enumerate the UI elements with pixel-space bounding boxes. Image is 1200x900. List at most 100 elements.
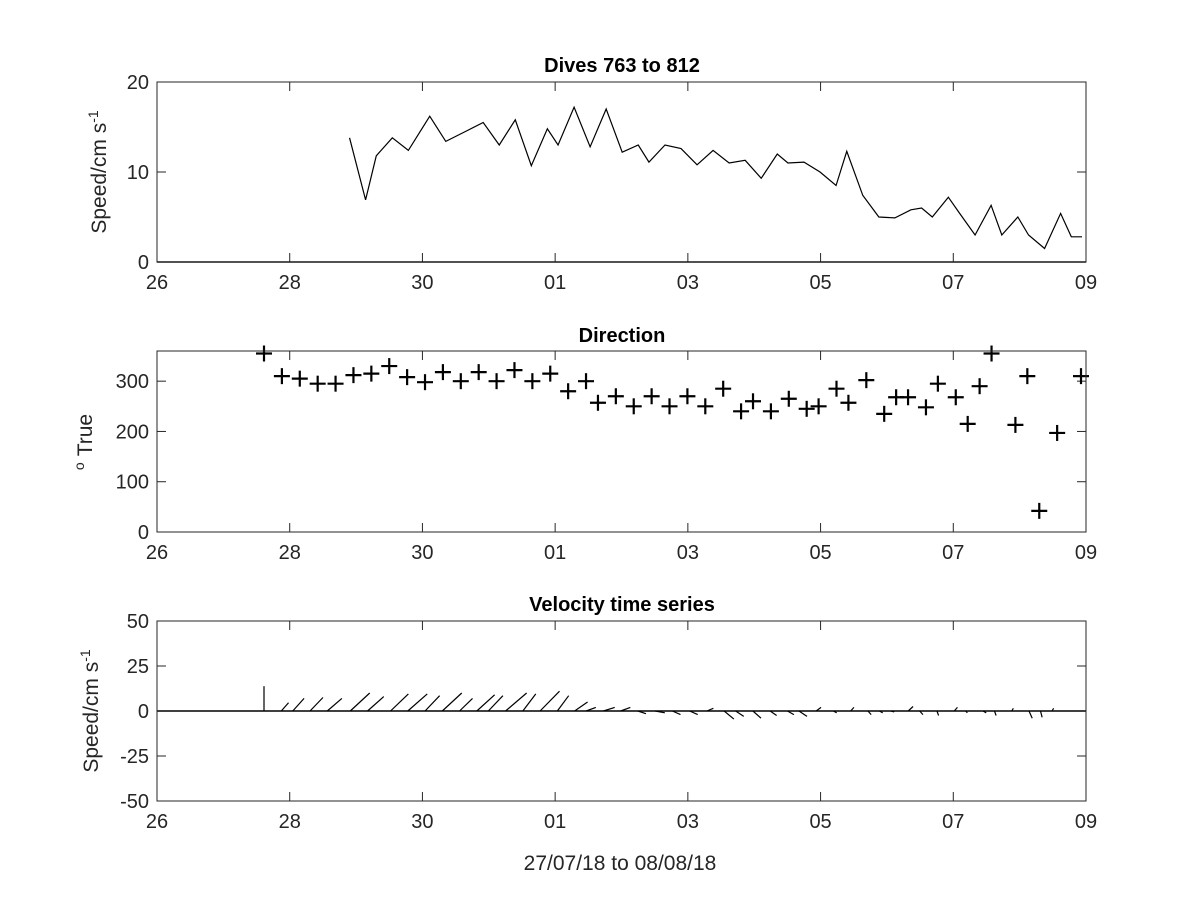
velocity-stick xyxy=(522,693,537,712)
y-tick-label: 200 xyxy=(116,421,149,443)
x-tick-label: 03 xyxy=(677,542,699,564)
velocity-stick xyxy=(280,702,289,712)
y-tick-label: 0 xyxy=(138,701,149,723)
direction-point xyxy=(309,375,326,392)
velocity-stick xyxy=(655,710,665,714)
velocity-stick xyxy=(585,706,597,712)
direction-point xyxy=(399,369,416,386)
direction-point xyxy=(381,358,398,375)
velocity-panel-xlabel: 27/07/18 to 08/08/18 xyxy=(524,852,717,875)
y-tick-label: 300 xyxy=(116,371,149,393)
velocity-panel-ylabel: Speed/cm s-1 xyxy=(77,649,103,773)
x-tick-label: 05 xyxy=(809,811,831,833)
velocity-stick xyxy=(890,710,895,713)
direction-point xyxy=(697,398,714,415)
direction-point xyxy=(291,370,308,387)
x-tick-label: 30 xyxy=(411,811,433,833)
velocity-stick xyxy=(798,710,808,717)
direction-point xyxy=(589,394,606,411)
direction-panel: Direction 26 28 30 01 03 05 07 09 0 100 200 300 oTr… xyxy=(71,325,1097,564)
velocity-stick xyxy=(982,710,987,714)
velocity-stick xyxy=(815,706,822,712)
direction-point xyxy=(780,390,797,407)
direction-point xyxy=(733,403,750,420)
direction-point xyxy=(1049,424,1066,441)
x-tick-label: 09 xyxy=(1075,272,1097,294)
x-tick-label: 09 xyxy=(1075,542,1097,564)
direction-point xyxy=(876,405,893,422)
velocity-stick xyxy=(441,692,463,712)
velocity-stick xyxy=(907,706,914,712)
velocity-stick xyxy=(349,692,371,712)
direction-point xyxy=(625,398,642,415)
velocity-panel-axes xyxy=(156,620,1087,802)
velocity-stick xyxy=(1011,707,1014,712)
x-tick-label: 30 xyxy=(411,272,433,294)
direction-point xyxy=(762,403,779,420)
velocity-stick xyxy=(424,695,441,712)
velocity-stick xyxy=(787,710,795,716)
x-tick-label: 01 xyxy=(544,811,566,833)
velocity-panel-title: Velocity time series xyxy=(529,594,715,616)
direction-point xyxy=(1073,368,1089,385)
velocity-stick xyxy=(769,710,777,716)
speed-panel-ylabel: Speed/cm s-1 xyxy=(85,110,111,234)
x-tick-label: 07 xyxy=(942,542,964,564)
velocity-stick xyxy=(487,695,504,712)
velocity-stick xyxy=(407,693,428,712)
x-tick-label: 05 xyxy=(809,272,831,294)
x-tick-label: 30 xyxy=(411,542,433,564)
direction-point xyxy=(542,365,559,382)
direction-point xyxy=(524,373,541,390)
velocity-stick xyxy=(309,697,324,712)
direction-point xyxy=(470,364,487,381)
velocity-stick xyxy=(505,692,528,712)
direction-point xyxy=(506,362,523,379)
velocity-stick xyxy=(539,690,560,712)
velocity-panel-data xyxy=(157,686,1086,720)
velocity-stick xyxy=(833,710,837,714)
y-tick-label: -25 xyxy=(120,746,149,768)
speed-panel: Dives 763 to 812 26 28 30 01 03 05 07 09 0 10 20 S… xyxy=(85,55,1097,294)
velocity-stick xyxy=(574,701,588,712)
direction-point xyxy=(345,367,362,384)
velocity-stick xyxy=(735,710,745,717)
x-tick-label: 26 xyxy=(146,811,168,833)
velocity-panel-ticks: 26 28 30 01 03 05 07 09 -50 -25 0 25 50 xyxy=(120,611,1097,833)
direction-point xyxy=(917,399,934,416)
velocity-stick xyxy=(603,706,615,712)
direction-point xyxy=(417,374,434,391)
velocity-stick xyxy=(292,697,305,712)
y-tick-label: 0 xyxy=(138,522,149,544)
x-tick-label: 07 xyxy=(942,272,964,294)
speed-panel-ticks: 26 28 30 01 03 05 07 09 0 10 20 xyxy=(127,72,1097,294)
speed-panel-data xyxy=(157,105,1086,263)
y-tick-label: -50 xyxy=(120,791,149,813)
velocity-stick xyxy=(752,710,762,719)
direction-point xyxy=(560,383,577,400)
x-tick-label: 28 xyxy=(279,542,301,564)
x-tick-label: 07 xyxy=(942,811,964,833)
x-tick-label: 09 xyxy=(1075,811,1097,833)
velocity-stick xyxy=(965,710,968,714)
direction-point xyxy=(488,373,505,390)
velocity-stick xyxy=(556,695,570,712)
velocity-stick xyxy=(850,706,855,712)
direction-point xyxy=(959,415,976,432)
direction-point xyxy=(607,388,624,405)
y-tick-label: 25 xyxy=(127,656,149,678)
y-tick-label: 0 xyxy=(138,252,149,274)
direction-point xyxy=(256,345,272,362)
x-tick-label: 03 xyxy=(677,272,699,294)
direction-point xyxy=(1019,368,1036,385)
velocity-stick xyxy=(723,710,735,720)
direction-panel-data xyxy=(256,345,1089,519)
direction-point xyxy=(643,388,660,405)
direction-point xyxy=(273,368,290,385)
direction-point xyxy=(858,372,875,389)
direction-point xyxy=(434,364,451,381)
direction-point xyxy=(983,345,1000,362)
speed-panel-ylabel-sup: -1 xyxy=(85,110,101,123)
direction-point xyxy=(1007,416,1024,433)
